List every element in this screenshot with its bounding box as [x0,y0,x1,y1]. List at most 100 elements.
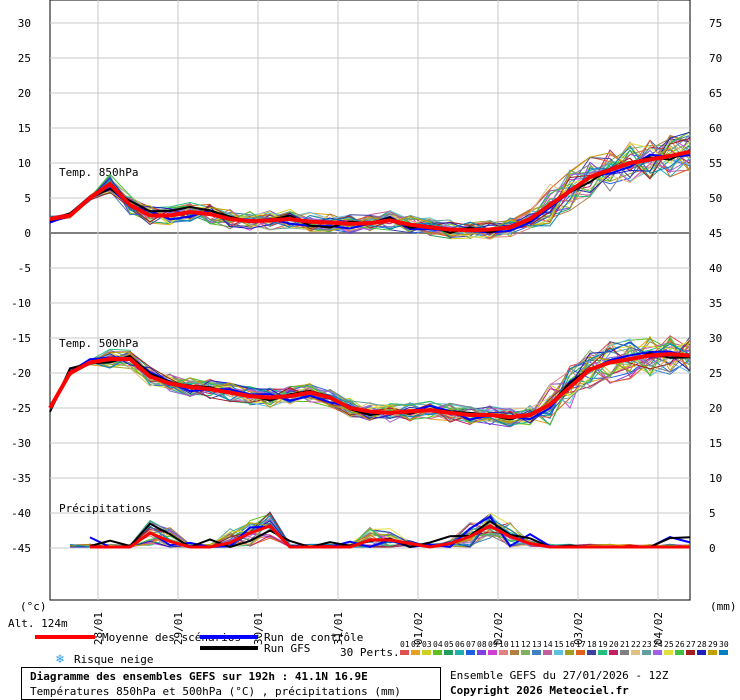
member-number-label: 23 [642,640,652,649]
member-number-label: 25 [664,640,674,649]
member-swatch [609,650,618,655]
date-tick-label: 31/01 [332,612,345,645]
left-tick-label: 15 [18,122,31,135]
member-number-label: 18 [587,640,597,649]
right-tick-label: 15 [709,437,722,450]
member-number-label: 21 [620,640,630,649]
member-number-label: 03 [422,640,432,649]
member-swatch [433,650,442,655]
member-swatch [620,650,629,655]
date-tick-label: 04/02 [652,612,665,645]
member-swatch [400,650,409,655]
right-tick-label: 45 [709,227,722,240]
footer-title: Diagramme des ensembles GEFS sur 192h : … [30,670,368,683]
left-tick-label: 0 [24,227,31,240]
member-number-label: 15 [554,640,564,649]
altitude-label: Alt. 124m [8,617,68,630]
member-swatch [565,650,574,655]
member-line-500 [49,341,691,424]
right-tick-label: 75 [709,17,722,30]
member-swatch [675,650,684,655]
member-number-label: 02 [411,640,421,649]
mean-line-500 [48,352,691,420]
left-tick-label: -20 [11,367,31,380]
member-swatch [642,650,651,655]
left-tick-label: -5 [18,262,31,275]
member-number-label: 22 [631,640,641,649]
right-tick-label: 65 [709,87,722,100]
member-number-label: 07 [466,640,476,649]
legend-gfs-label: Run GFS [264,642,310,655]
left-tick-label: -45 [11,542,31,555]
member-number-label: 11 [510,640,520,649]
left-tick-label: -25 [11,402,31,415]
member-swatch [598,650,607,655]
legend-control-label: Run de contrôle [264,631,363,644]
member-swatch [631,650,640,655]
right-tick-label: 25 [709,367,722,380]
member-swatch [554,650,563,655]
member-number-label: 27 [686,640,696,649]
panel-label-precip: Précipitations [59,502,152,515]
right-tick-label: 35 [709,297,722,310]
left-tick-label: 25 [18,52,31,65]
footer-left-box: Diagramme des ensembles GEFS sur 192h : … [21,667,441,700]
member-number-label: 30 [719,640,729,649]
panel-label-500: Temp. 500hPa [59,337,138,350]
member-number-label: 09 [488,640,498,649]
member-swatch [422,650,431,655]
footer-run: Ensemble GEFS du 27/01/2026 - 12Z [450,669,669,682]
left-tick-label: 5 [24,192,31,205]
right-tick-label: 30 [709,332,722,345]
member-number-label: 24 [653,640,663,649]
member-swatch [686,650,695,655]
member-swatch [521,650,530,655]
right-tick-label: 55 [709,157,722,170]
date-tick-label: 03/02 [572,612,585,645]
member-swatch [587,650,596,655]
date-tick-label: 01/02 [412,612,425,645]
right-axis-unit: (mm) [710,600,737,613]
member-number-label: 04 [433,640,443,649]
member-number-label: 19 [598,640,608,649]
member-number-label: 29 [708,640,718,649]
legend-mean-label: Moyenne des scénarios [102,631,241,644]
member-number-label: 13 [532,640,542,649]
left-tick-label: -10 [11,297,31,310]
footer-subtitle: Températures 850hPa et 500hPa (°C) , pré… [30,685,401,698]
member-swatch [653,650,662,655]
mean-line-precip [90,524,690,549]
legend-snow-label: Risque neige [74,653,153,666]
member-number-label: 17 [576,640,586,649]
member-number-label: 16 [565,640,575,649]
footer-copyright: Copyright 2026 Meteociel.fr [450,684,629,697]
member-swatch [708,650,717,655]
left-tick-label: 20 [18,87,31,100]
member-swatch [543,650,552,655]
right-tick-label: 60 [709,122,722,135]
snow-icon: ❄ [55,652,64,667]
left-tick-label: -15 [11,332,31,345]
member-number-label: 06 [455,640,465,649]
plot-frame [49,0,691,601]
right-tick-label: 50 [709,192,722,205]
member-swatch [499,650,508,655]
left-axis-unit: (°c) [20,600,47,613]
member-swatch [411,650,420,655]
mean-line-850 [49,149,691,233]
member-swatch [576,650,585,655]
left-tick-label: -40 [11,507,31,520]
date-tick-label: 28/01 [92,612,105,645]
right-tick-label: 5 [709,507,716,520]
left-tick-label: 10 [18,157,31,170]
right-tick-label: 10 [709,472,722,485]
member-swatch [477,650,486,655]
right-tick-label: 20 [709,402,722,415]
member-swatch [455,650,464,655]
member-swatch [664,650,673,655]
member-swatch [444,650,453,655]
member-swatch [532,650,541,655]
member-swatch [719,650,728,655]
left-tick-label: -30 [11,437,31,450]
member-line-500 [49,347,691,421]
